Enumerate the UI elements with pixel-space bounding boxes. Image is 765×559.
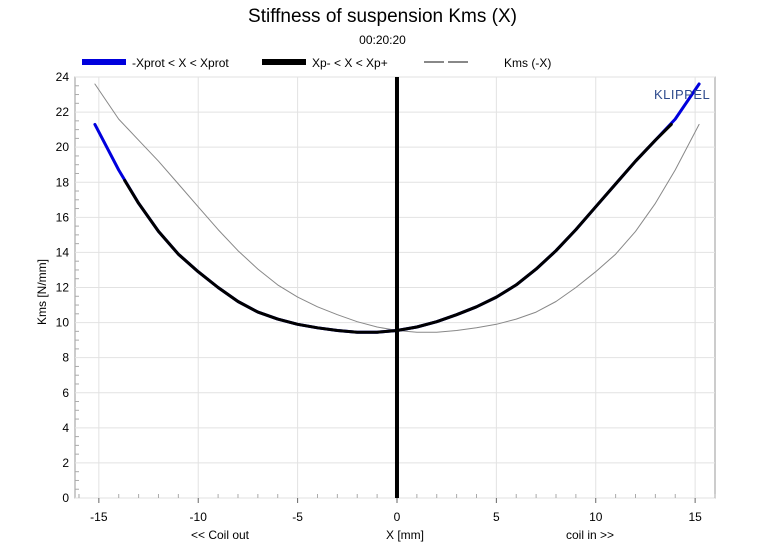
y-tick-label: 2 (62, 456, 69, 470)
x-axis-label: X [mm] (386, 528, 424, 542)
y-tick-label: 24 (56, 70, 70, 84)
legend-label-kms-neg: Kms (-X) (504, 56, 552, 70)
x-tick-label: 15 (688, 510, 702, 524)
y-tick-label: 6 (62, 386, 69, 400)
y-tick-label: 8 (62, 351, 69, 365)
x-tick-label: 0 (394, 510, 401, 524)
legend-label-xprot: -Xprot < X < Xprot (132, 56, 229, 70)
y-axis-label: Kms [N/mm] (35, 259, 49, 325)
legend-swatch-xprot (82, 59, 126, 65)
x-tick-label: -5 (292, 510, 303, 524)
y-tick-label: 10 (56, 316, 70, 330)
x-tick-label: 5 (493, 510, 500, 524)
chart-title: Stiffness of suspension Kms (X) (248, 6, 517, 27)
legend-label-xp: Xp- < X < Xp+ (312, 56, 388, 70)
y-tick-label: 18 (56, 175, 70, 189)
y-tick-label: 14 (56, 245, 70, 259)
x-annotation-right: coil in >> (566, 528, 614, 542)
x-annotation-left: << Coil out (191, 528, 250, 542)
x-tick-label: -10 (190, 510, 208, 524)
y-tick-label: 20 (56, 140, 70, 154)
x-tick-label: 10 (589, 510, 603, 524)
series-layer (93, 77, 701, 498)
minor-tick-layer (75, 85, 716, 498)
legend-swatch-kms-neg (424, 61, 468, 63)
chart-timestamp: 00:20:20 (359, 33, 406, 47)
legend-swatch-xp (262, 59, 306, 65)
y-tick-label: 22 (56, 105, 70, 119)
klippel-watermark: KLIPPEL (654, 87, 711, 102)
y-tick-label: 12 (56, 281, 70, 295)
x-tick-label: -15 (90, 510, 108, 524)
y-tick-label: 4 (62, 421, 69, 435)
y-tick-label: 16 (56, 210, 70, 224)
y-tick-label: 0 (62, 491, 69, 505)
